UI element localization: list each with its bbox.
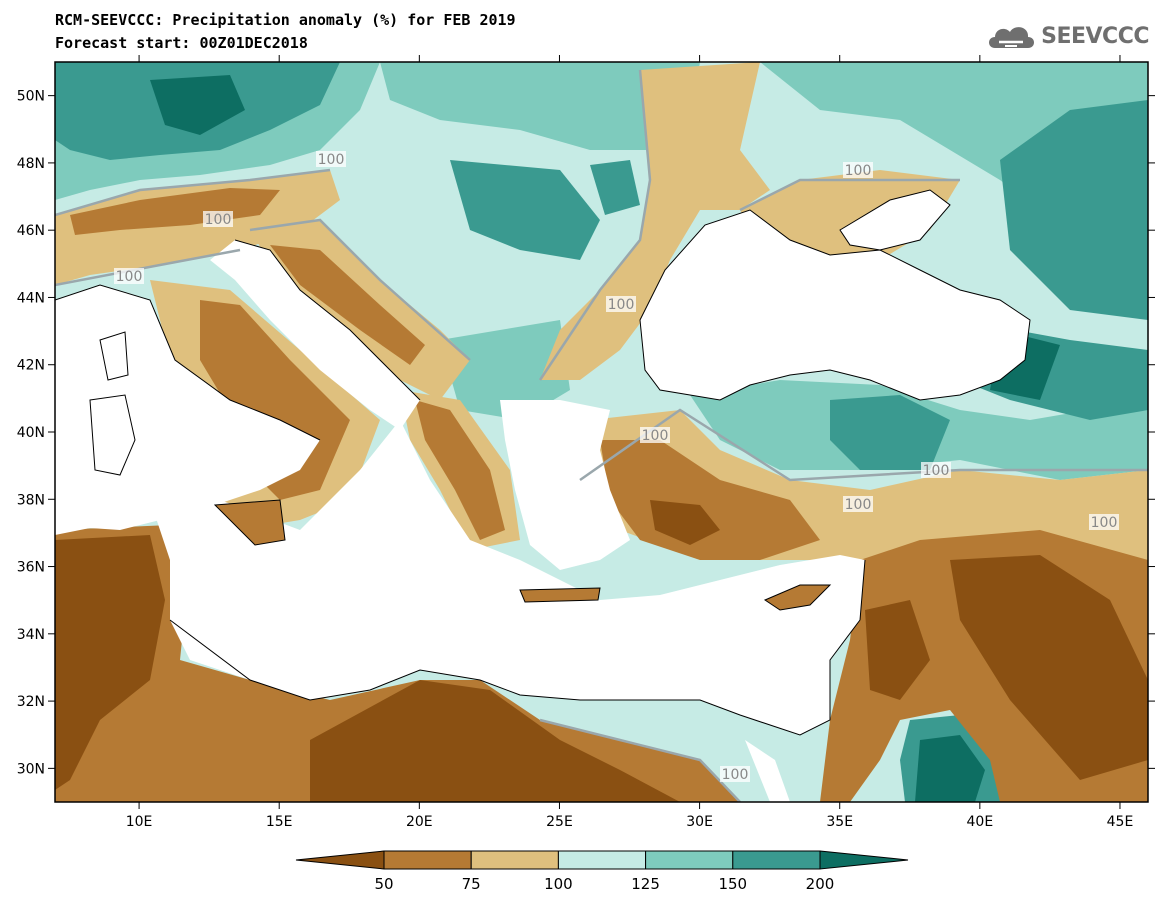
sea-adriatic [210,240,420,430]
x-tick-label: 40E [967,814,994,830]
map-title: RCM-SEEVCCC: Precipitation anomaly (%) f… [55,11,516,29]
sea-black [640,210,1030,400]
x-tick-label: 10E [126,814,153,830]
contour-label: 100 [722,767,749,783]
coastlines [55,189,1031,736]
dry-region-romania-bulgaria [540,62,770,380]
y-tick-label: 42N [17,358,45,374]
contour-labels: 100 100 100 100 100 100 100 100 100 100 [114,151,1119,783]
wet-region-saudi-core [915,735,985,802]
dry-region-turkey-core [650,500,720,545]
dry-region-dalmatia [270,245,425,365]
dry-region-alps-core [70,188,280,235]
colorbar-low-arrow [295,850,385,870]
island-crete [520,588,600,602]
y-tick-label: 46N [17,223,45,239]
y-tick-label: 44N [17,290,45,306]
island-sicily [215,500,285,545]
x-tick-label: 15E [266,814,293,830]
colorbar-segment [383,850,472,870]
colorbar-segment [470,850,559,870]
colorbar-tick-label: 100 [544,875,573,893]
colorbar-tick-label: 200 [806,875,835,893]
contour-label: 100 [116,269,143,285]
x-tick-label: 45E [1107,814,1134,830]
cloud-icon [989,27,1035,48]
dry-region-north-africa-west [55,525,740,802]
axes: 10E 15E 20E 25E 30E 35E 40E 45E 50N 48N 46N 44N 42N 4… [17,55,1155,830]
y-tick-label: 32N [17,694,45,710]
colorbar-tick-label: 50 [374,875,393,893]
y-tick-label: 50N [17,89,45,105]
contour-label: 100 [205,212,232,228]
wet-darkest-austria [150,75,245,135]
seevccc-logo: SEEVCCC [985,20,1149,52]
sea-red-gulf [745,740,790,802]
colorbar: 50 75 100 125 150 200 [295,850,909,893]
contour-label: 100 [642,428,669,444]
contour-label: 100 [608,297,635,313]
contour-label: 100 [318,152,345,168]
y-tick-label: 40N [17,425,45,441]
wet-region-carpathians [450,160,600,260]
colorbar-high-arrow [819,850,909,870]
dry-region-greece-core [415,400,505,540]
wet-region-poland [380,62,700,150]
wet-region-balkans-south [440,320,570,420]
dry-region-north-africa-core [55,535,165,790]
forecast-start: Forecast start: 00Z01DEC2018 [55,34,308,52]
contour-label: 100 [923,463,950,479]
x-tick-label: 25E [546,814,573,830]
x-tick-label: 35E [826,814,853,830]
contour-label: 100 [1091,515,1118,531]
colorbar-segment [557,850,647,870]
dry-region-syria-core [865,600,930,700]
y-tick-label: 36N [17,560,45,576]
wet-region-romania-east [590,160,640,215]
colorbar-tick-label: 150 [718,875,747,893]
contour-label: 100 [845,163,872,179]
colorbar-segment [645,850,734,870]
island-cyprus [765,585,830,610]
colorbar-tick-label: 75 [462,875,481,893]
y-tick-label: 34N [17,627,45,643]
colorbar-segment [732,850,821,870]
y-tick-label: 30N [17,761,45,777]
dry-region-libya-core [310,680,680,802]
dry-region-iraq-core [950,555,1148,780]
logo-text: SEEVCCC [1041,23,1149,49]
x-tick-label: 30E [686,814,713,830]
sea-tyrrhenian-ionian [140,420,865,735]
sea-azov [840,190,950,250]
colorbar-tick-label: 125 [631,875,660,893]
sea-aegean [500,400,630,570]
y-tick-label: 48N [17,156,45,172]
map-fields [55,62,1148,802]
x-tick-label: 20E [406,814,433,830]
wet-region-russia [1000,100,1148,320]
wet-region-turkey-core [830,395,950,470]
contour-label: 100 [845,497,872,513]
y-tick-label: 38N [17,492,45,508]
